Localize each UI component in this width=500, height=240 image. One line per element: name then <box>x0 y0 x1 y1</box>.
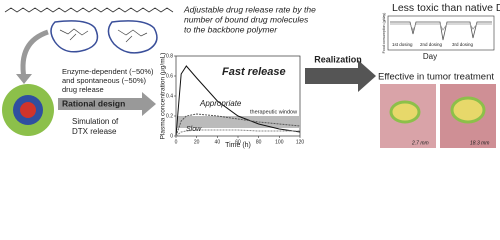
note-text: number of bound drug molecules <box>184 14 309 24</box>
curved-arrow <box>20 29 49 79</box>
dosing-label: 3rd dosing <box>452 42 474 47</box>
y-tick-label: 0.6 <box>166 73 173 79</box>
drug-molecule <box>59 28 148 43</box>
nanoparticle-drug <box>20 102 36 118</box>
drug-outline <box>107 20 158 54</box>
series-label: Appropriate <box>199 99 242 108</box>
note-text: Adjustable drug release rate by the <box>183 4 316 14</box>
y-tick-label: 0.4 <box>166 93 173 99</box>
x-tick-label: 60 <box>235 139 241 145</box>
x-tick-label: 100 <box>275 139 284 145</box>
note-text: to the backbone polymer <box>184 24 278 34</box>
image-label: 2.7 mm <box>411 140 429 146</box>
step-label: Rational design <box>62 98 125 108</box>
x-axis-label: Time (h) <box>225 142 251 149</box>
y-axis-label: Plasma concentration (μg/mL) <box>160 53 167 140</box>
release-curve <box>175 113 301 137</box>
x-tick-label: 80 <box>256 139 262 145</box>
step-label: Realization <box>314 54 362 64</box>
graphical-abstract: Adjustable drug release rate by thenumbe… <box>2 2 500 149</box>
y-tick-label: 0.8 <box>166 53 173 59</box>
mechanism-text: and spontaneous (~50%) <box>62 76 147 85</box>
x-tick-label: 40 <box>215 139 221 145</box>
toxicity-y-label: Food consumption (g/day) <box>382 13 386 54</box>
mechanism-text: drug release <box>62 85 104 94</box>
toxicity-curve <box>390 21 492 41</box>
dosing-label: 2nd dosing <box>420 42 443 47</box>
x-tick-label: 120 <box>296 139 305 145</box>
arrow-head <box>16 74 32 84</box>
efficacy-title: Effective in tumor treatment <box>378 72 494 83</box>
therapeutic-window <box>176 116 300 128</box>
series-label: Fast release <box>222 66 286 78</box>
series-label: Slow <box>186 126 202 133</box>
window-label: therapeutic window <box>250 109 297 115</box>
release-curve <box>175 65 301 137</box>
design-arrow <box>58 92 156 116</box>
x-tick-label: 0 <box>175 139 178 145</box>
dosing-label: 1st dosing <box>392 42 413 47</box>
y-tick-label: 0.2 <box>166 113 173 119</box>
toxicity-title: Less toxic than native DTX <box>392 2 500 14</box>
mechanism-text: Enzyme-dependent (~50%) <box>62 67 154 76</box>
simulation-text: Simulation of <box>72 117 119 126</box>
x-tick-label: 20 <box>194 139 200 145</box>
toxicity-curve <box>390 23 492 31</box>
simulation-text: DTX release <box>72 127 117 136</box>
release-curve <box>175 129 300 137</box>
drug-outline <box>50 20 99 53</box>
toxicity-x-label: Day <box>423 52 437 61</box>
polymer-backbone <box>4 7 174 13</box>
image-label: 18.3 mm <box>470 140 489 146</box>
tumor <box>389 100 421 124</box>
y-tick-label: 0 <box>170 133 173 139</box>
realization-arrow <box>305 60 376 92</box>
toxicity-frame <box>387 15 495 51</box>
tumor <box>450 96 486 124</box>
